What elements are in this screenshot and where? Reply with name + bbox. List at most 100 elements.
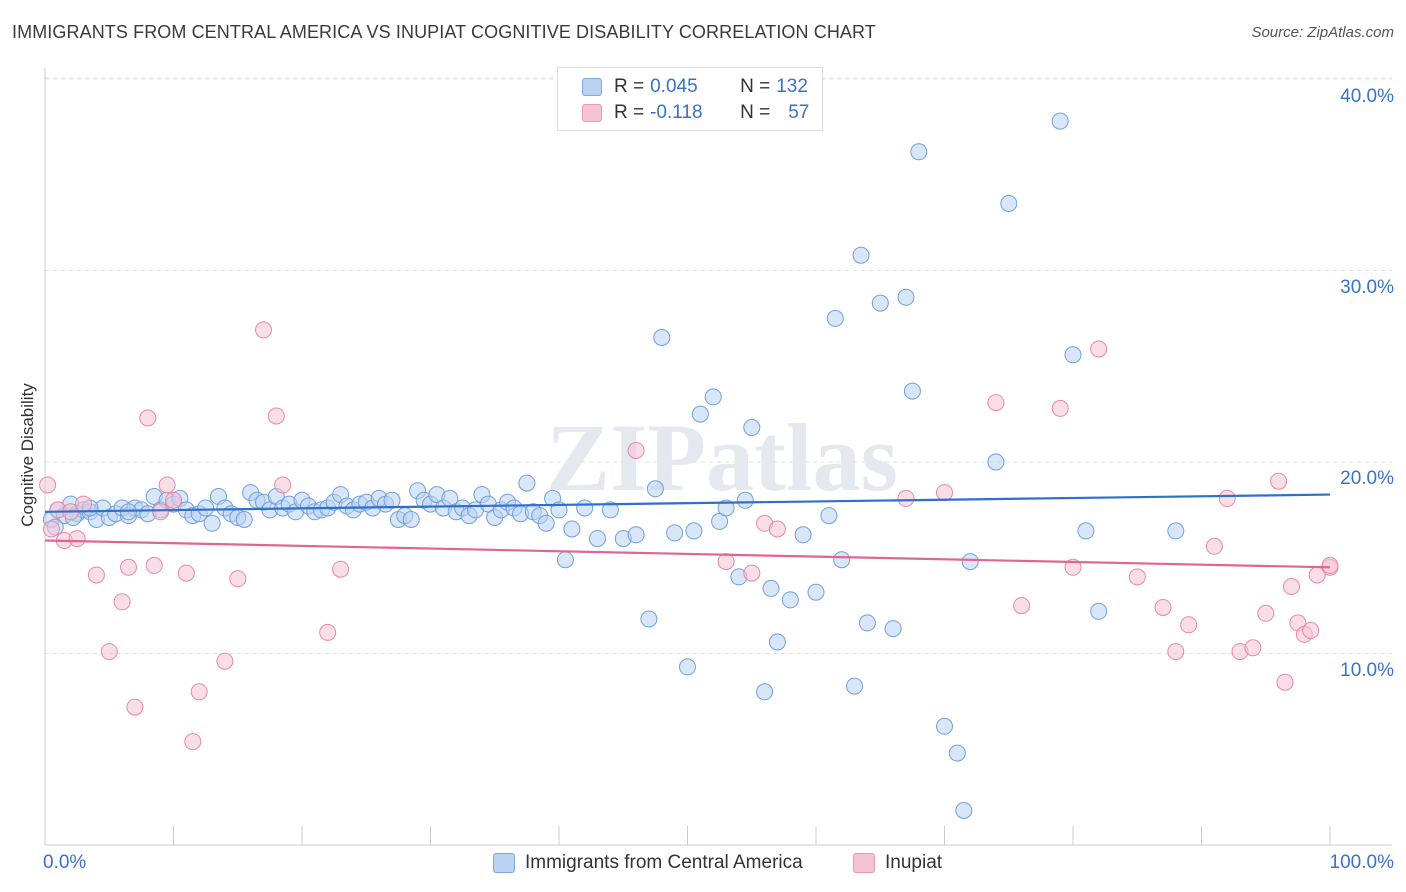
- n-label: N =: [740, 76, 771, 97]
- data-point: [274, 476, 292, 494]
- x-tick-label: 0.0%: [43, 852, 87, 873]
- r-value: 0.045: [650, 76, 698, 97]
- data-point: [197, 499, 215, 517]
- trend-line: [44, 493, 1331, 513]
- data-point: [1180, 616, 1198, 634]
- data-point: [383, 491, 401, 509]
- data-point: [1167, 522, 1185, 540]
- data-point: [1090, 340, 1108, 358]
- data-point: [319, 623, 337, 641]
- data-point: [646, 480, 664, 498]
- data-point: [87, 566, 105, 584]
- data-point: [948, 744, 966, 762]
- data-point: [666, 524, 684, 542]
- legend-item-inupiat: Inupiat: [853, 852, 942, 874]
- data-point: [704, 388, 722, 406]
- correlation-legend: R = 0.045 N = 132 R = -0.118 N = 57: [557, 67, 823, 131]
- data-point: [1090, 602, 1108, 620]
- y-tick-label: 30.0%: [1340, 277, 1394, 298]
- data-point: [1064, 346, 1082, 364]
- data-point: [165, 491, 182, 509]
- data-point: [743, 419, 761, 436]
- data-point: [871, 294, 889, 312]
- data-point: [762, 579, 780, 597]
- r-label: R =: [614, 76, 645, 97]
- data-point: [113, 593, 131, 611]
- data-point: [75, 495, 92, 513]
- data-point: [1154, 599, 1172, 616]
- trend-line: [44, 539, 1331, 569]
- data-point: [1257, 604, 1275, 622]
- data-point: [955, 802, 973, 819]
- legend-row-inupiat: R = -0.118 N = 57: [582, 100, 809, 126]
- data-point: [1051, 112, 1069, 130]
- data-point: [537, 514, 555, 532]
- data-point: [1283, 578, 1300, 595]
- data-point: [1051, 399, 1069, 417]
- data-point: [846, 677, 863, 695]
- data-point: [897, 288, 915, 306]
- data-point: [1270, 472, 1288, 490]
- data-point: [936, 717, 953, 735]
- data-point: [601, 501, 619, 519]
- data-point: [717, 499, 735, 517]
- legend-label: Inupiat: [885, 852, 943, 873]
- data-point: [1128, 568, 1146, 586]
- data-point: [884, 620, 902, 638]
- data-point: [1218, 489, 1236, 507]
- data-point: [679, 658, 696, 676]
- data-point: [1013, 597, 1031, 615]
- data-point: [267, 407, 285, 425]
- data-point: [100, 643, 118, 661]
- data-point: [235, 511, 253, 528]
- data-point: [177, 564, 195, 582]
- data-point: [627, 526, 645, 544]
- data-point: [743, 564, 761, 582]
- watermark: ZIPatlas: [546, 404, 898, 511]
- legend-row-immigrants: R = 0.045 N = 132: [582, 74, 808, 100]
- data-point: [120, 558, 137, 576]
- data-point: [332, 560, 350, 578]
- source-label: Source: ZipAtlas.com: [1251, 24, 1394, 41]
- n-value: 57: [788, 102, 810, 123]
- data-point: [1077, 522, 1095, 540]
- data-point: [145, 556, 163, 574]
- r-value: -0.118: [650, 102, 703, 123]
- data-point: [627, 442, 645, 459]
- legend-swatch-blue: [493, 853, 515, 873]
- data-point: [820, 507, 838, 525]
- data-point: [126, 698, 144, 716]
- grid-lines: [45, 77, 1392, 654]
- legend-swatch-blue: [582, 78, 602, 96]
- data-point: [518, 474, 536, 492]
- data-point: [768, 520, 786, 538]
- y-tick-label: 40.0%: [1340, 86, 1394, 107]
- data-point: [1205, 537, 1223, 555]
- chart-title: IMMIGRANTS FROM CENTRAL AMERICA VS INUPI…: [12, 22, 876, 42]
- data-point: [897, 489, 915, 507]
- data-point: [936, 484, 953, 502]
- y-tick-label: 20.0%: [1340, 468, 1394, 489]
- data-point: [203, 514, 221, 532]
- data-point: [781, 591, 799, 609]
- data-point: [1064, 558, 1082, 576]
- data-point: [402, 511, 420, 528]
- data-point: [756, 683, 774, 701]
- data-point: [1000, 195, 1018, 212]
- y-axis-label: Cognitive Disability: [18, 383, 37, 527]
- data-point: [807, 583, 825, 601]
- data-point: [1276, 673, 1294, 691]
- data-point: [563, 520, 581, 538]
- legend-label: Immigrants from Central America: [525, 852, 803, 873]
- data-point: [1321, 556, 1339, 574]
- data-point: [556, 551, 574, 569]
- n-label: N =: [740, 102, 771, 123]
- trend-lines: [44, 493, 1331, 569]
- data-point: [653, 329, 671, 346]
- data-point: [903, 382, 921, 400]
- r-label: R =: [614, 102, 645, 123]
- data-point: [184, 733, 202, 751]
- data-point: [152, 503, 170, 521]
- data-point: [42, 520, 60, 538]
